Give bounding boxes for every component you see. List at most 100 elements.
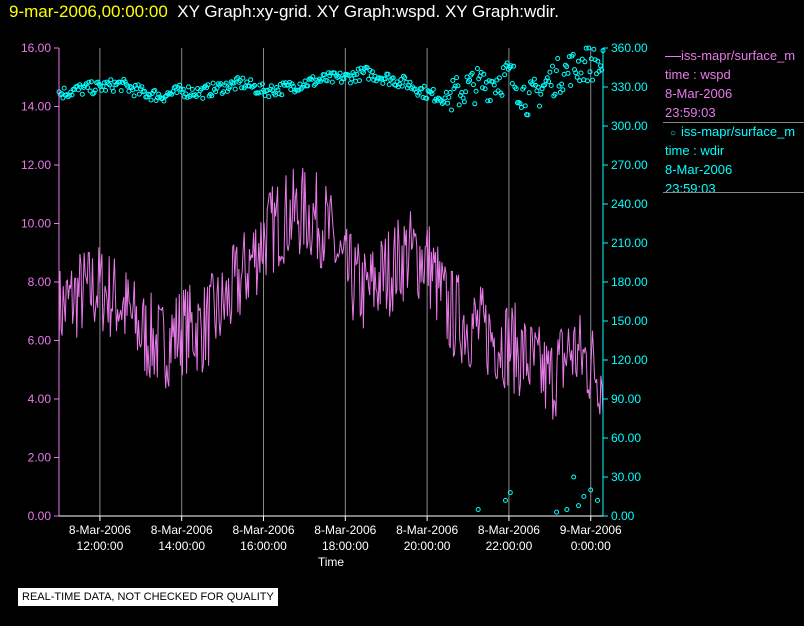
wdir-point [474,66,480,71]
wdir-point [149,91,155,96]
wdir-point [235,75,241,81]
legend-divider [663,122,804,123]
wspd-series [58,167,604,420]
legend-line2: time : wdir [665,143,725,158]
wdir-point [564,64,570,70]
x-tick-label-time: 20:00:00 [404,539,451,553]
wdir-point [473,88,479,94]
wdir-point [449,107,454,113]
wdir-point [390,75,396,81]
wdir-point [359,69,365,74]
wdir-point [599,67,605,73]
legend-line-swatch [665,56,681,58]
wdir-point [463,89,469,95]
wdir-point [583,45,589,51]
wdir-point [439,101,445,106]
x-tick-label-time: 14:00:00 [158,539,205,553]
x-tick-label-time: 18:00:00 [322,539,369,553]
wdir-point [469,70,475,76]
wdir-point [324,78,330,84]
wdir-point [509,81,515,86]
wdir-point [548,83,554,88]
wdir-point [526,90,532,96]
wdir-point [131,93,137,99]
legend-line2: time : wspd [665,67,731,82]
wdir-point [430,86,436,92]
wdir-point [577,78,583,84]
right-tick-label: 240.00 [611,197,648,211]
right-tick-label: 300.00 [611,119,648,133]
wdir-point [240,75,246,81]
wdir-point [443,89,449,95]
wdir-point [180,86,186,92]
left-tick-label: 8.00 [28,275,52,289]
wdir-point [232,86,238,92]
wdir-point [595,497,600,503]
wdir-point [244,79,250,85]
wdir-point [65,94,71,100]
wdir-point [571,474,577,480]
wdir-point [233,76,239,82]
wdir-point [189,86,195,92]
wdir-point [305,83,311,89]
wdir-point [290,83,296,89]
wdir-point [210,80,216,86]
wdir-point [398,77,404,82]
wdir-point [199,86,204,92]
wdir-point [566,54,572,60]
wdir-point [366,76,372,82]
wdir-point [591,46,597,52]
x-tick-label-date: 8-Mar-2006 [314,523,376,537]
x-tick-label-date: 8-Mar-2006 [396,523,458,537]
wdir-point [68,89,74,95]
wdir-point [542,82,548,88]
wdir-point [136,91,142,97]
wdir-point [327,73,333,79]
wdir-point [399,83,405,89]
wdir-point [279,92,285,98]
wdir-point [503,497,508,503]
wdir-point [560,87,566,93]
wdir-point [169,91,175,97]
wdir-point [147,92,153,98]
wdir-point [546,79,552,84]
wdir-point [257,82,263,88]
wdir-point [452,83,458,89]
right-tick-label: 30.00 [611,470,641,484]
header-graph-titles: XY Graph:xy-grid. XY Graph:wspd. XY Grap… [177,2,559,21]
wdir-point [491,82,497,88]
wdir-point [525,112,531,118]
wdir-point [310,74,316,80]
wdir-point [329,79,335,85]
left-tick-label: 0.00 [28,509,52,523]
wdir-point [88,79,94,85]
wdir-point [407,79,413,85]
left-tick-label: 2.00 [28,451,52,465]
wdir-point [530,82,536,88]
wdir-point [455,83,461,89]
wdir-point [353,78,359,84]
wdir-point [385,71,391,77]
x-tick-label-time: 16:00:00 [240,539,287,553]
x-tick-label-date: 8-Mar-2006 [478,523,540,537]
header-timestamp: 9-mar-2006,00:00:00 [9,2,168,21]
wdir-point [209,93,215,99]
right-tick-label: 0.00 [611,509,635,523]
wdir-point [347,80,353,86]
wdir-point [61,85,67,91]
wdir-point [156,91,162,97]
wdir-point [224,88,230,94]
wdir-point [464,74,470,80]
right-tick-label: 150.00 [611,314,648,328]
wdir-point [337,70,343,76]
wdir-point [585,78,590,84]
x-tick-label-date: 9-Mar-2006 [560,523,622,537]
wdir-point [447,90,453,95]
wdir-point [315,79,321,85]
x-tick-label-date: 8-Mar-2006 [69,523,131,537]
wdir-point [332,70,338,76]
wdir-point [467,77,473,83]
legend-line3: 8-Mar-2006 [665,162,733,177]
wdir-point [596,68,602,74]
right-tick-label: 180.00 [611,275,648,289]
